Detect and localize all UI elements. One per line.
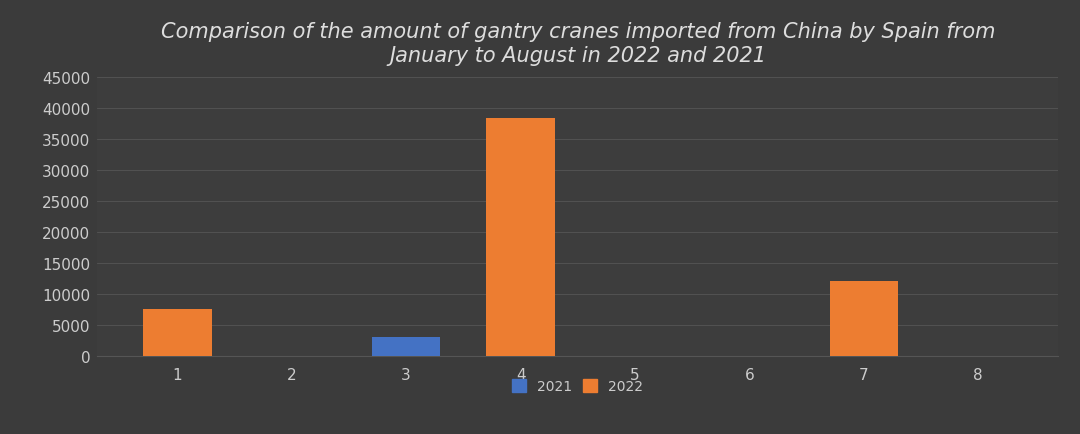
Title: Comparison of the amount of gantry cranes imported from China by Spain from
Janu: Comparison of the amount of gantry crane… (161, 23, 995, 66)
Bar (829, 282, 899, 356)
Bar (372, 337, 441, 356)
Bar (143, 309, 212, 356)
Bar (486, 118, 555, 356)
Legend: 2021, 2022: 2021, 2022 (507, 374, 649, 399)
